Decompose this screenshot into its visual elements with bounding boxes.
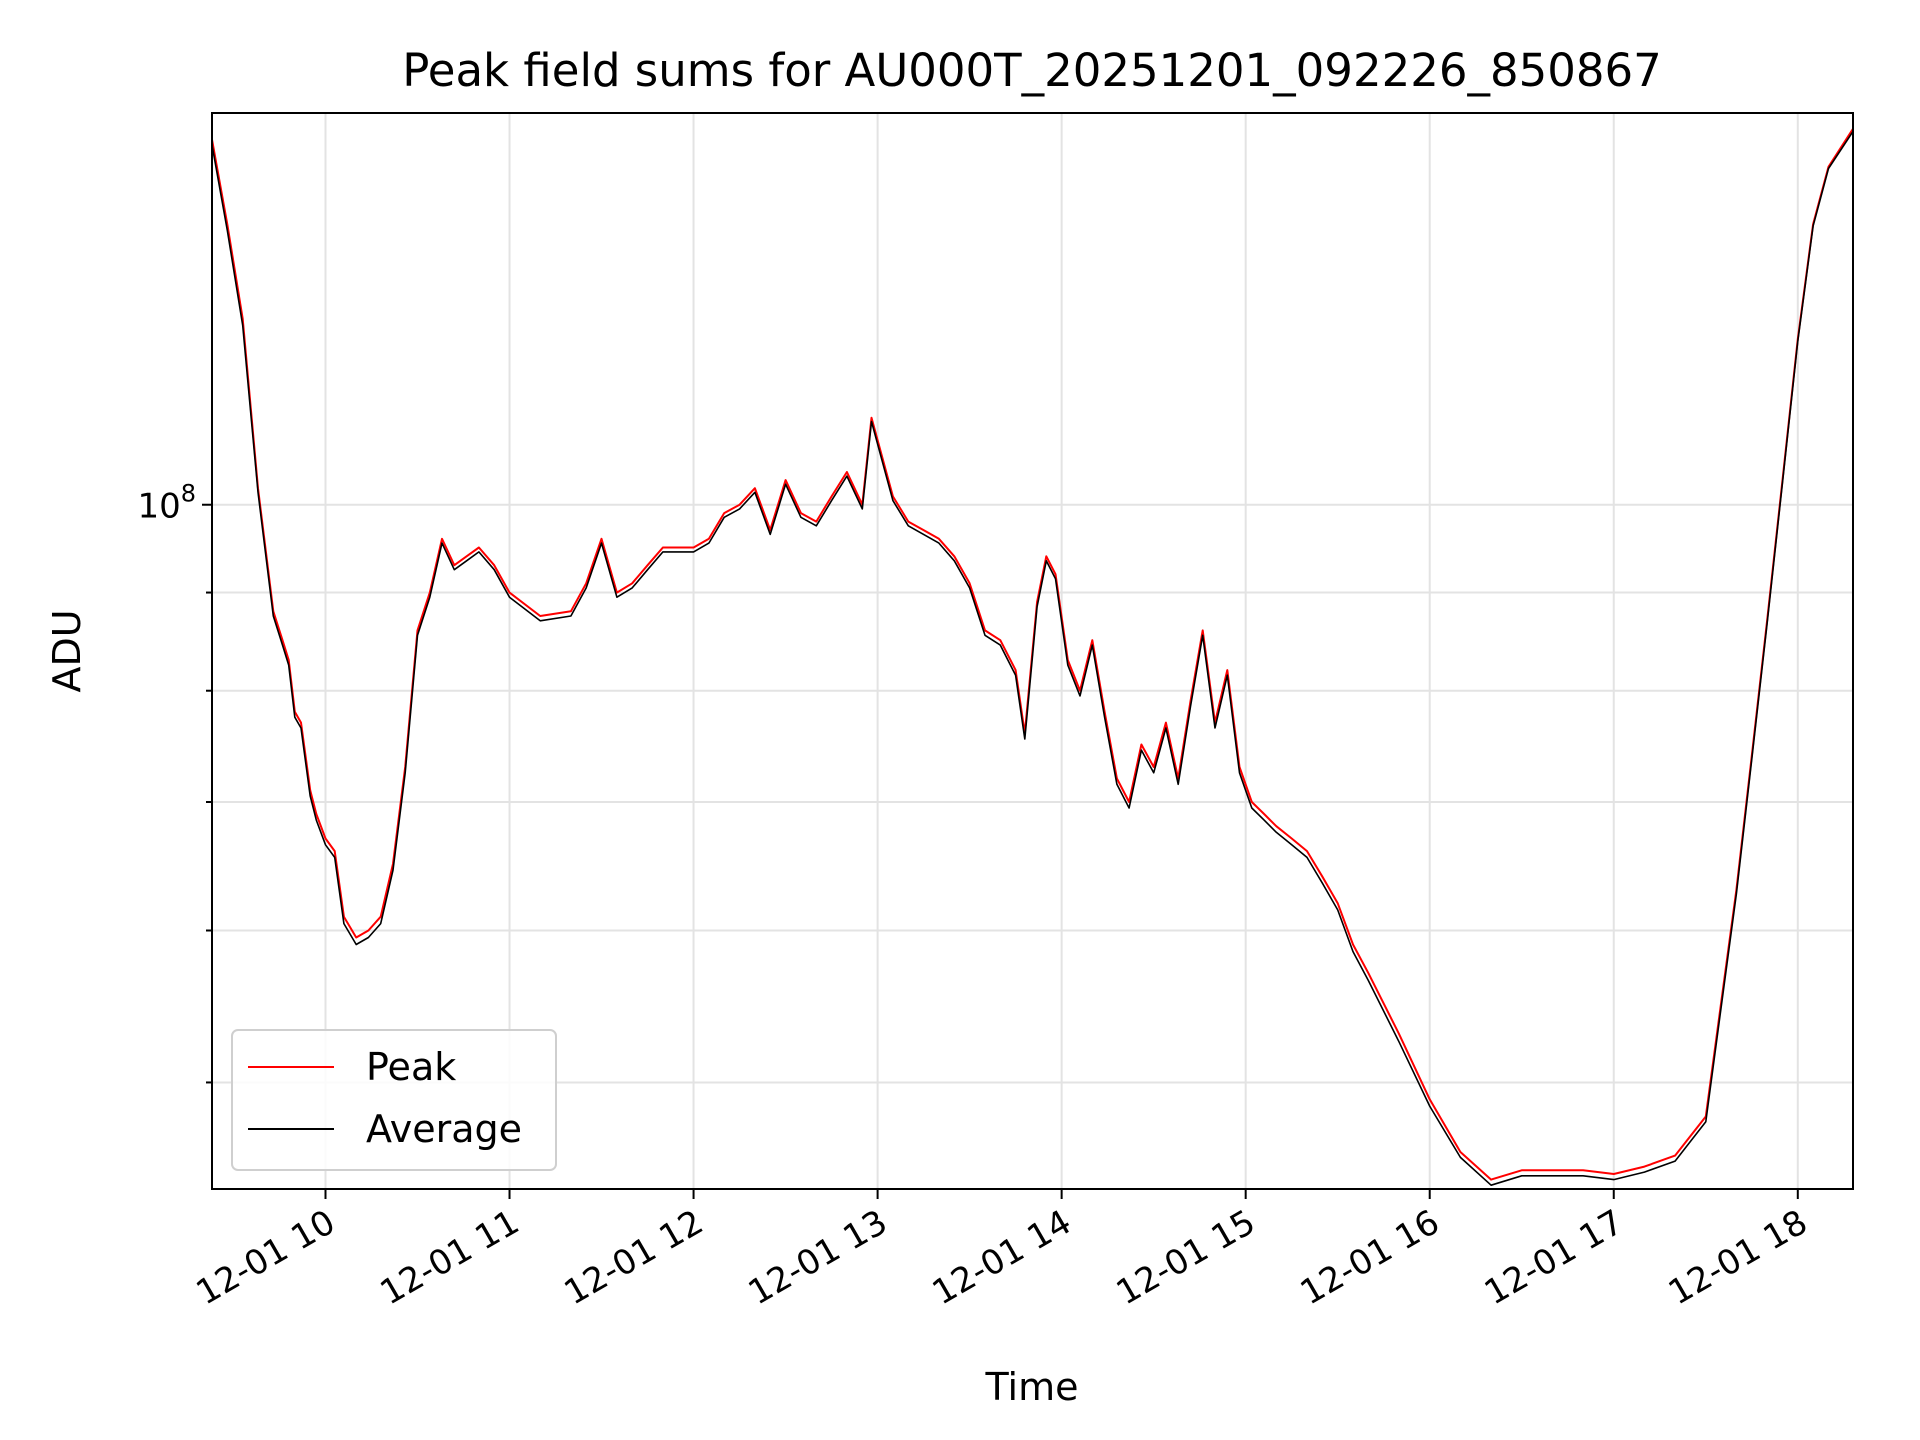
x-tick-label: 12-01 14 <box>926 1202 1078 1313</box>
x-tick-label: 12-01 16 <box>1294 1202 1446 1313</box>
x-tick-label: 12-01 11 <box>374 1202 526 1313</box>
legend-label-peak: Peak <box>366 1045 456 1089</box>
legend-box <box>231 1029 557 1171</box>
x-tick-label: 12-01 13 <box>742 1202 894 1313</box>
series-lines <box>211 128 1854 1186</box>
legend: Peak Average <box>231 1029 557 1171</box>
y-axis-label: ADU <box>45 609 89 692</box>
series-line-average <box>211 130 1854 1186</box>
x-tick-label: 12-01 15 <box>1110 1202 1262 1313</box>
x-axis-label: Time <box>985 1365 1079 1409</box>
plot-frame <box>211 112 1854 1190</box>
chart-title: Peak field sums for AU000T_20251201_0922… <box>402 44 1662 97</box>
x-tick-label: 12-01 17 <box>1478 1202 1630 1313</box>
x-axis-ticks: 12-01 10 12-01 11 12-01 12 12-01 13 12-01 14… <box>190 1189 1814 1313</box>
grid-lines <box>212 113 1853 1189</box>
x-tick-label: 12-01 10 <box>190 1202 342 1313</box>
x-tick-label: 12-01 18 <box>1662 1202 1814 1313</box>
y-tick-label: 108 <box>137 480 196 527</box>
y-axis-ticks: 108 <box>137 480 212 1084</box>
legend-label-average: Average <box>366 1107 522 1151</box>
x-tick-label: 12-01 12 <box>558 1202 710 1313</box>
